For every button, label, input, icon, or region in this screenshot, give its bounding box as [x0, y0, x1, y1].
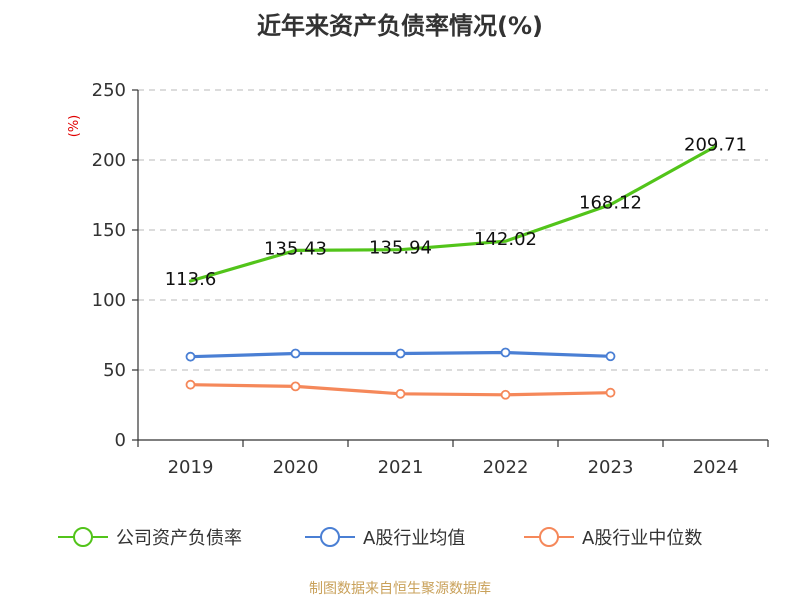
- data-point: [185, 351, 196, 362]
- data-labels: 113.6 135.43 135.94 142.02 168.12 209.71: [165, 134, 747, 290]
- data-point: [185, 379, 196, 390]
- data-label: 135.43: [264, 238, 327, 259]
- data-point: [395, 348, 406, 359]
- legend-label: 公司资产负债率: [116, 528, 242, 549]
- data-label: 135.94: [369, 238, 432, 259]
- legend-marker: [73, 527, 93, 547]
- x-tick-label: 2020: [273, 457, 319, 478]
- y-tick-label: 250: [92, 80, 126, 101]
- legend-marker: [539, 527, 559, 547]
- y-tick-label: 150: [92, 220, 126, 241]
- data-point: [605, 351, 616, 362]
- legend: 公司资产负债率 A股行业均值 A股行业中位数: [58, 527, 702, 549]
- y-axis-unit: (%): [67, 115, 82, 138]
- data-point: [605, 387, 616, 398]
- legend-label: A股行业均值: [363, 528, 465, 549]
- legend-label: A股行业中位数: [582, 528, 702, 549]
- data-point: [290, 348, 301, 359]
- source-note: 制图数据来自恒生聚源数据库: [309, 581, 491, 597]
- data-point: [500, 347, 511, 358]
- axes: 0 50 100 150 200 250 2019 2020 2021 2022 2023 2024 (…: [67, 80, 769, 478]
- y-tick-label: 0: [115, 430, 126, 451]
- chart-title: 近年来资产负债率情况(%): [257, 12, 543, 40]
- data-label: 113.6: [165, 269, 217, 290]
- grid-lines: [138, 89, 768, 371]
- y-tick-label: 200: [92, 150, 126, 171]
- data-point: [500, 389, 511, 400]
- x-tick-label: 2019: [168, 457, 214, 478]
- x-tick-label: 2022: [483, 457, 529, 478]
- series-line: [188, 144, 718, 283]
- x-tick-label: 2023: [588, 457, 634, 478]
- data-label: 168.12: [579, 193, 642, 214]
- x-tick-label: 2024: [693, 457, 739, 478]
- legend-marker: [320, 527, 340, 547]
- data-label: 142.02: [474, 229, 537, 250]
- y-tick-label: 100: [92, 290, 126, 311]
- series-lines: [185, 144, 718, 400]
- y-tick-label: 50: [103, 360, 126, 381]
- data-label: 209.71: [684, 134, 747, 155]
- data-point: [395, 388, 406, 399]
- data-point: [290, 381, 301, 392]
- x-tick-label: 2021: [378, 457, 424, 478]
